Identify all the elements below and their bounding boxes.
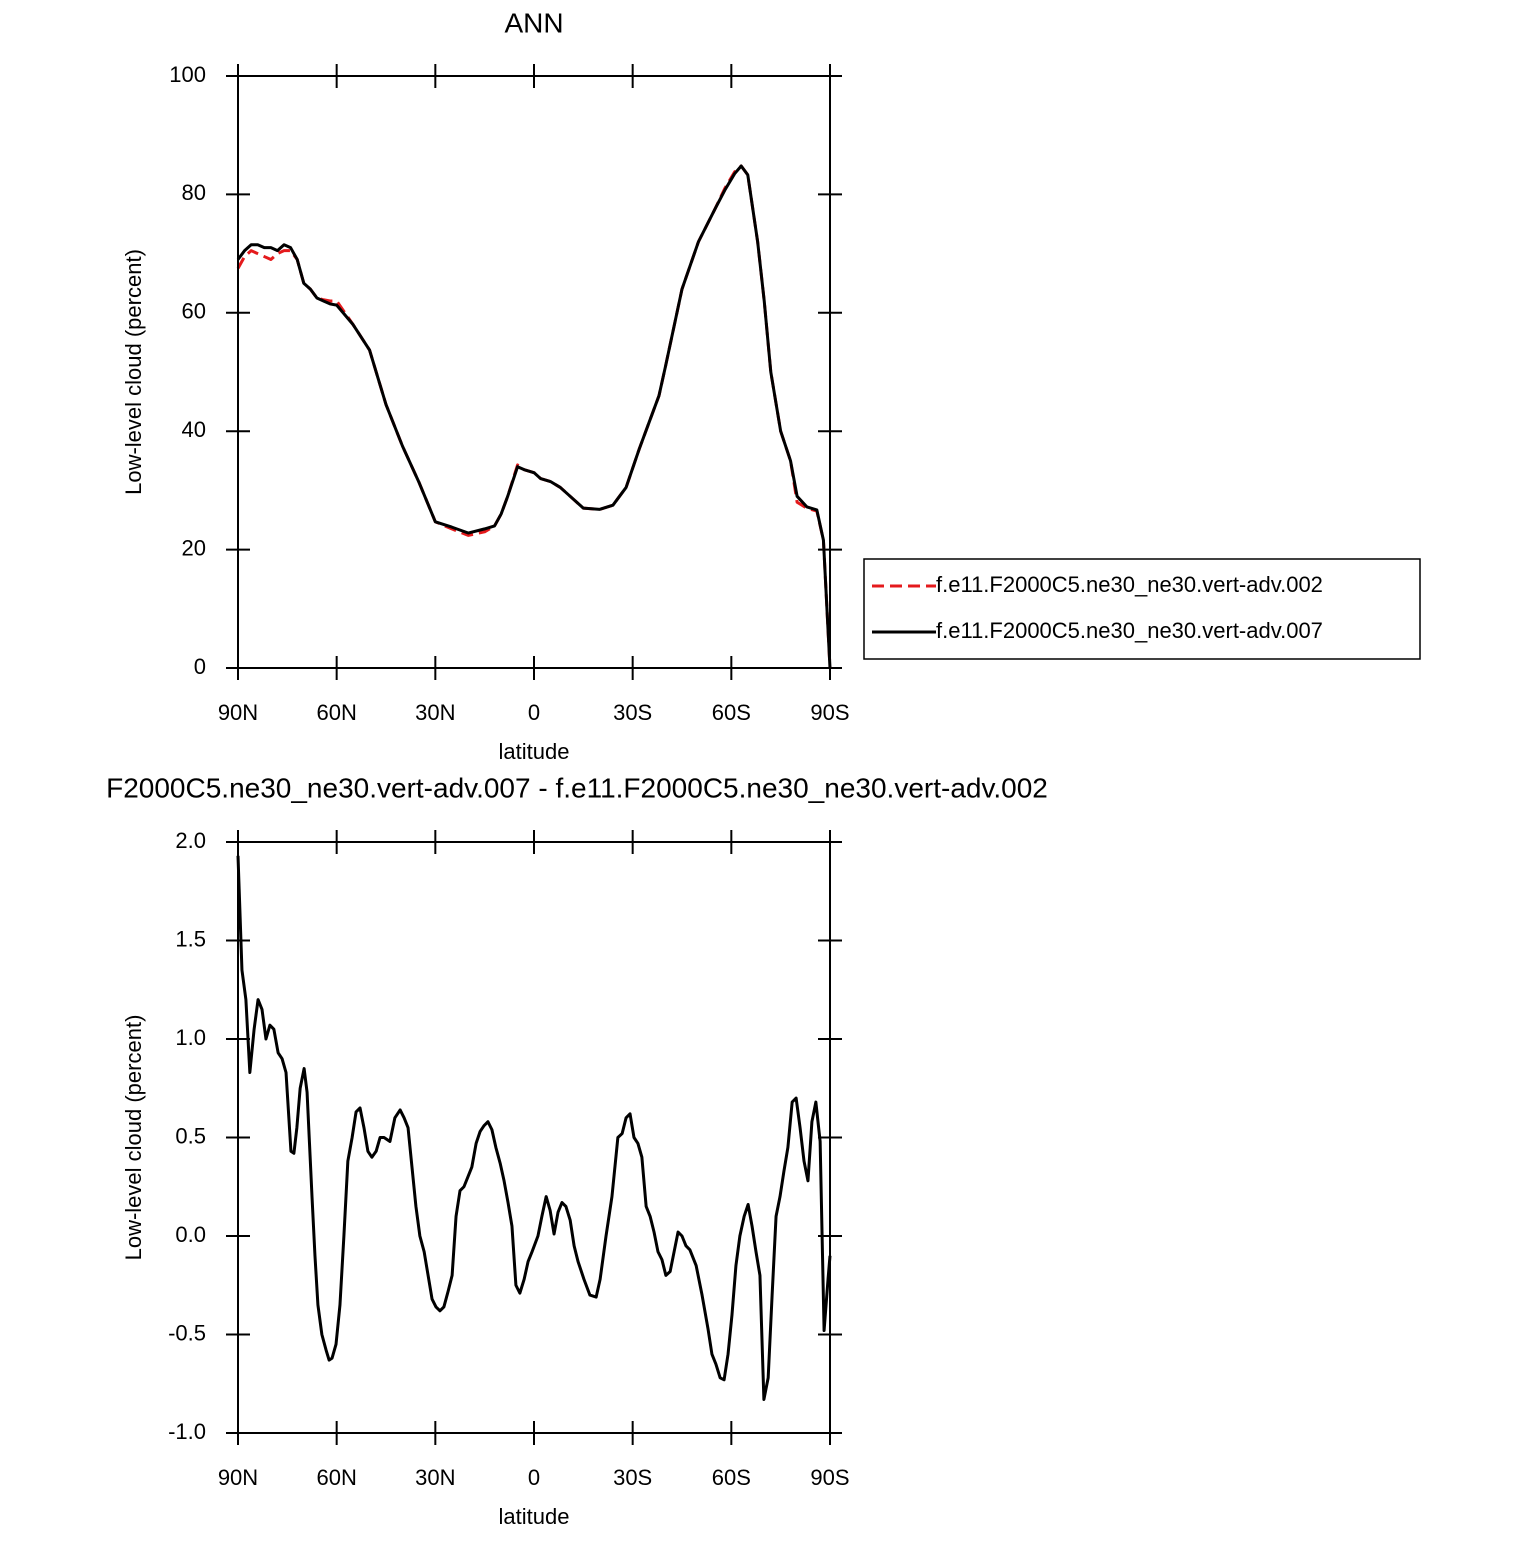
x-tick-label: 30S — [613, 700, 652, 725]
y-tick-label: 80 — [182, 180, 206, 205]
data-line — [236, 164, 832, 669]
y-tick-label: 0 — [194, 654, 206, 679]
chart-title: ANN — [504, 7, 563, 38]
plot-frame — [237, 841, 831, 1434]
x-tick-label: 0 — [528, 700, 540, 725]
y-tick-label: -1.0 — [168, 1419, 206, 1444]
y-tick-label: 0.0 — [175, 1222, 206, 1247]
legend-box — [863, 558, 1421, 660]
x-tick-label: 60N — [316, 1465, 356, 1490]
y-tick-label: 60 — [182, 299, 206, 324]
x-tick-label: 90S — [810, 1465, 849, 1490]
chart-title: F2000C5.ne30_ne30.vert-adv.007 - f.e11.F… — [106, 772, 1048, 803]
x-tick-label: 30S — [613, 1465, 652, 1490]
x-tick-label: 90N — [218, 700, 258, 725]
y-tick-label: 1.5 — [175, 926, 206, 951]
data-line — [236, 164, 832, 669]
x-axis-label: latitude — [499, 739, 570, 764]
plot-frame — [237, 75, 831, 669]
x-tick-label: 30N — [415, 1465, 455, 1490]
y-tick-label: 20 — [182, 535, 206, 560]
y-axis-label: Low-level cloud (percent) — [121, 249, 146, 495]
x-tick-label: 60N — [316, 700, 356, 725]
data-line — [236, 855, 832, 1402]
x-tick-label: 90S — [810, 700, 849, 725]
y-tick-label: 100 — [169, 62, 206, 87]
x-tick-label: 60S — [712, 1465, 751, 1490]
x-tick-label: 0 — [528, 1465, 540, 1490]
x-tick-label: 90N — [218, 1465, 258, 1490]
legend-label: f.e11.F2000C5.ne30_ne30.vert-adv.007 — [936, 618, 1323, 643]
y-tick-label: 1.0 — [175, 1025, 206, 1050]
legend-label: f.e11.F2000C5.ne30_ne30.vert-adv.002 — [936, 572, 1323, 597]
y-axis-label: Low-level cloud (percent) — [121, 1015, 146, 1261]
y-tick-label: 2.0 — [175, 828, 206, 853]
y-tick-label: 40 — [182, 417, 206, 442]
x-tick-label: 60S — [712, 700, 751, 725]
x-tick-label: 30N — [415, 700, 455, 725]
x-axis-label: latitude — [499, 1504, 570, 1529]
y-tick-label: 0.5 — [175, 1123, 206, 1148]
y-tick-label: -0.5 — [168, 1320, 206, 1345]
